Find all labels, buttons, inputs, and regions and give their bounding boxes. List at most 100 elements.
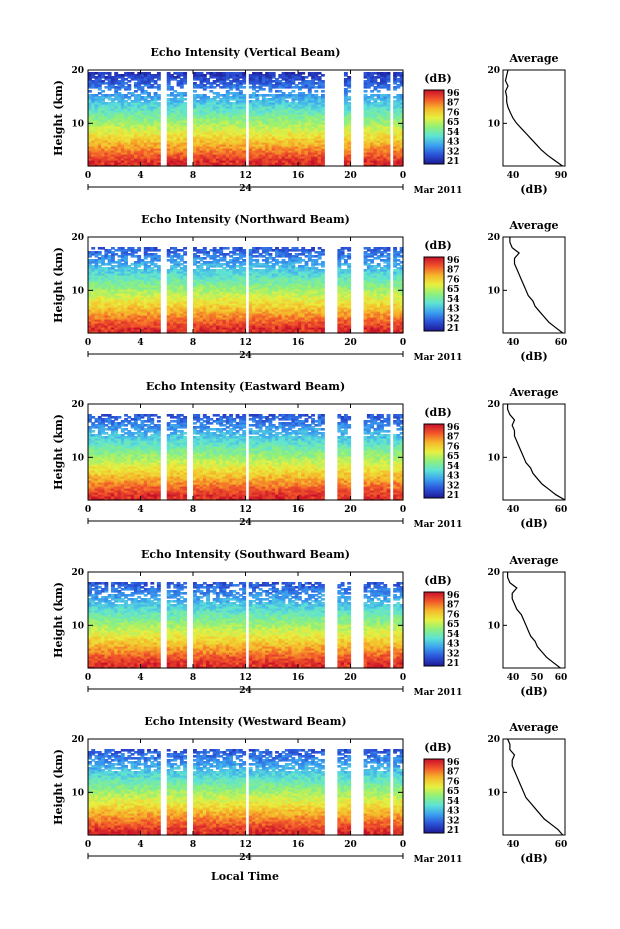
colorbar-tick-label: 21 — [447, 659, 460, 669]
x-tick-label: 20 — [344, 505, 357, 515]
heatmap — [88, 247, 404, 334]
colorbar-tick-label: 54 — [447, 295, 460, 305]
panel-1: Echo Intensity (Vertical Beam) 0 4 8 12 16 20 0… — [52, 46, 567, 196]
profile-x-tick-label: 40 — [507, 673, 520, 683]
colorbar — [423, 89, 445, 165]
colorbar-tick-label: 87 — [447, 601, 460, 611]
x-tick-label: 4 — [137, 171, 143, 181]
y-tick-label: 10 — [71, 119, 84, 129]
colorbar-unit: (dB) — [424, 72, 451, 85]
y-tick-label: 10 — [71, 286, 84, 296]
day-label: 24 — [239, 351, 252, 361]
colorbar-tick-label: 43 — [447, 138, 460, 148]
panel-3: Echo Intensity (Eastward Beam) 0 4 8 12 16 20 0… — [52, 380, 567, 530]
x-tick-label: 0 — [85, 338, 91, 348]
x-tick-label: 16 — [292, 505, 305, 515]
colorbar-unit: (dB) — [424, 406, 451, 419]
profile-title: Average — [508, 386, 558, 399]
x-tick-label: 8 — [190, 505, 196, 515]
colorbar-unit: (dB) — [424, 574, 451, 587]
y-axis-label: Height (km) — [52, 582, 65, 658]
month-label: Mar 2011 — [414, 186, 463, 196]
y-tick-label: 20 — [71, 66, 84, 76]
colorbar-tick-label: 76 — [447, 275, 460, 285]
colorbar — [423, 758, 445, 834]
y-tick-label: 20 — [71, 233, 84, 243]
y-tick-label: 20 — [71, 400, 84, 410]
x-tick-label: 0 — [85, 673, 91, 683]
y-axis-label: Height (km) — [52, 414, 65, 490]
x-tick-label: 20 — [344, 338, 357, 348]
profile-x-label: (dB) — [520, 517, 547, 530]
profile-line — [504, 69, 563, 167]
x-tick-label: 20 — [344, 673, 357, 683]
x-tick-label: 0 — [400, 171, 406, 181]
x-tick-label: 16 — [292, 673, 305, 683]
x-tick-label: 16 — [292, 171, 305, 181]
profile-line — [509, 237, 564, 334]
average-profile: Average 10 20 40 60 (dB) — [487, 386, 567, 530]
x-tick-label: 0 — [85, 505, 91, 515]
x-tick-label: 12 — [239, 338, 252, 348]
profile-x-label: (dB) — [520, 685, 547, 698]
colorbar-tick-label: 43 — [447, 305, 460, 315]
colorbar-tick-label: 87 — [447, 433, 460, 443]
colorbar — [423, 591, 445, 667]
colorbar-unit: (dB) — [424, 741, 451, 754]
day-label: 24 — [239, 853, 252, 863]
colorbar-tick-label: 76 — [447, 442, 460, 452]
colorbar-tick-label: 32 — [447, 481, 460, 491]
colorbar-tick-label: 54 — [447, 128, 460, 138]
colorbar-tick-label: 21 — [447, 324, 460, 334]
x-tick-label: 20 — [344, 840, 357, 850]
x-tick-label: 0 — [400, 338, 406, 348]
colorbar-tick-label: 65 — [447, 452, 460, 462]
profile-title: Average — [508, 554, 558, 567]
colorbar-tick-label: 87 — [447, 99, 460, 109]
colorbar-tick-label: 65 — [447, 620, 460, 630]
panel-title: Echo Intensity (Northward Beam) — [141, 213, 350, 226]
heatmap — [88, 749, 404, 836]
profile-title: Average — [508, 219, 558, 232]
colorbar-tick-label: 43 — [447, 640, 460, 650]
colorbar-tick-label: 96 — [447, 758, 460, 768]
y-axis-label: Height (km) — [52, 247, 65, 323]
heatmap — [88, 72, 404, 167]
x-tick-label: 16 — [292, 840, 305, 850]
colorbar-tick-label: 65 — [447, 787, 460, 797]
day-label: 24 — [239, 518, 252, 528]
x-tick-label: 12 — [239, 673, 252, 683]
x-tick-label: 0 — [400, 840, 406, 850]
profile-x-tick-label: 60 — [555, 505, 568, 515]
colorbar-tick-label: 54 — [447, 462, 460, 472]
profile-line — [507, 404, 566, 501]
colorbar-tick-label: 65 — [447, 118, 460, 128]
panel-title: Echo Intensity (Eastward Beam) — [146, 380, 345, 393]
colorbar-tick-label: 43 — [447, 807, 460, 817]
profile-x-tick-label: 60 — [555, 840, 568, 850]
x-tick-label: 0 — [400, 505, 406, 515]
x-tick-label: 8 — [190, 338, 196, 348]
colorbar — [423, 423, 445, 499]
colorbar-tick-label: 96 — [447, 591, 460, 601]
colorbar-tick-label: 96 — [447, 423, 460, 433]
colorbar-tick-label: 76 — [447, 777, 460, 787]
panel-4: Echo Intensity (Southward Beam) 0 4 8 12 16 20… — [52, 548, 567, 698]
profile-title: Average — [508, 52, 558, 65]
month-label: Mar 2011 — [414, 855, 463, 865]
x-tick-label: 8 — [190, 840, 196, 850]
x-tick-label: 12 — [239, 171, 252, 181]
x-tick-label: 8 — [190, 673, 196, 683]
heatmap — [88, 582, 404, 669]
colorbar-tick-label: 54 — [447, 630, 460, 640]
profile-x-tick-label: 40 — [507, 840, 520, 850]
colorbar-tick-label: 87 — [447, 266, 460, 276]
x-axis-label-local-time: Local Time — [211, 870, 279, 883]
x-tick-label: 12 — [239, 505, 252, 515]
profile-y-tick-label: 10 — [487, 286, 500, 296]
x-tick-label: 16 — [292, 338, 305, 348]
colorbar-tick-label: 32 — [447, 147, 460, 157]
profile-y-tick-label: 20 — [487, 568, 500, 578]
profile-line — [507, 572, 561, 669]
